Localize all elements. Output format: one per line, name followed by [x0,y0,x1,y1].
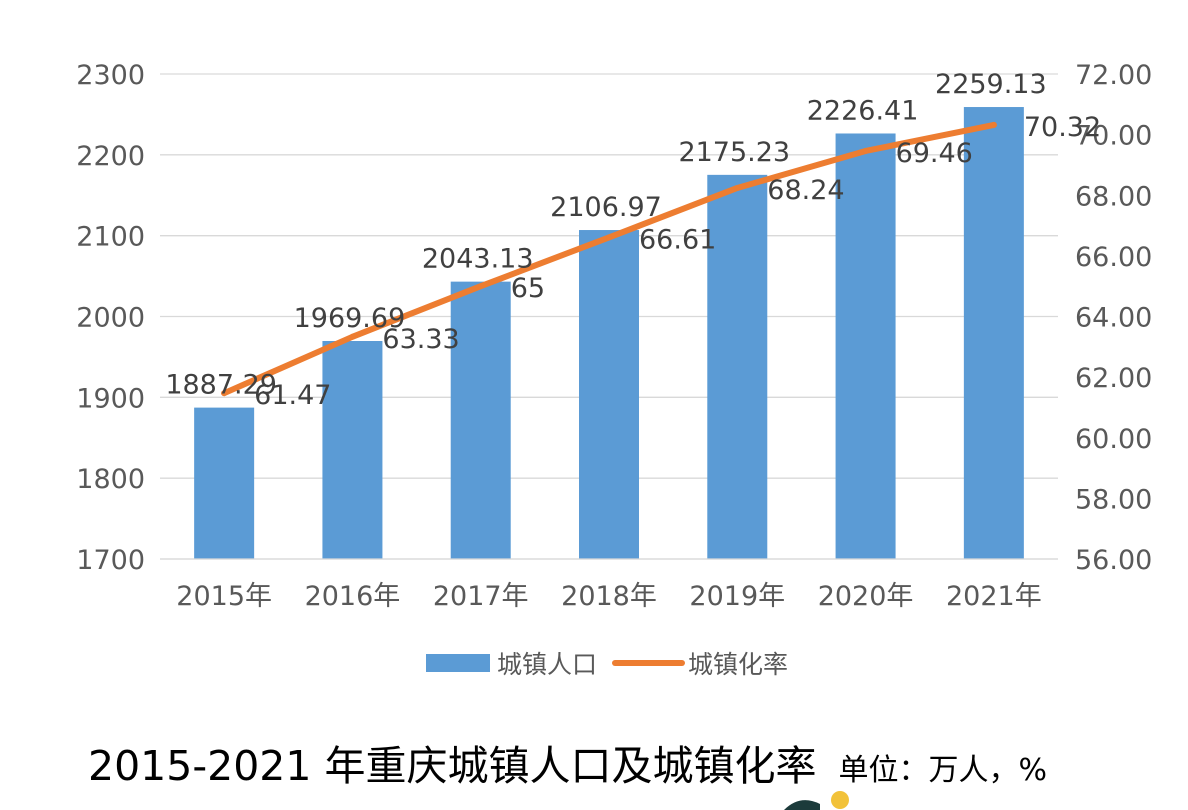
right-tick-label: 66.00 [1075,242,1152,273]
right-tick-label: 60.00 [1075,424,1152,455]
caption: 2015-2021 年重庆城镇人口及城镇化率 单位：万人，% [88,732,1047,792]
legend: 城镇人口 城镇化率 [426,650,788,679]
bar-data-label: 2259.13 [935,69,1047,100]
left-tick-label: 1900 [76,383,145,414]
left-axis: 1700 1800 1900 2000 2100 2200 2300 [76,60,145,576]
bar-data-label: 2175.23 [678,137,790,168]
vip-badge-icon [784,791,849,810]
line-point [862,147,869,154]
left-tick-label: 2100 [76,222,145,253]
line-data-label: 65 [511,273,545,304]
bar [963,107,1024,559]
left-tick-label: 1700 [76,545,145,576]
bar [707,174,768,559]
line-point [221,390,228,397]
x-tick-label: 2019年 [689,581,785,612]
x-tick-label: 2021年 [946,581,1042,612]
legend-bar-swatch [426,654,490,672]
bar [450,281,511,559]
line-data-label: 69.46 [896,138,973,169]
bar [835,133,896,560]
x-axis: 2015年 2016年 2017年 2018年 2019年 2020年 2021年 [160,558,1058,612]
bar-data-labels: 1887.29 1969.69 2043.13 2106.97 2175.23 2226.… [165,69,1046,401]
legend-bar-label: 城镇人口 [497,650,597,679]
line-point [990,121,997,128]
bar [194,407,255,559]
bar-series [194,107,1024,560]
line-data-label: 61.47 [254,380,331,411]
line-point [734,184,741,191]
chart-title: 2015-2021 年重庆城镇人口及城镇化率 [88,742,817,790]
bar [579,230,639,559]
line-data-label: 70.32 [1024,112,1101,143]
line-data-label: 63.33 [382,324,459,355]
x-tick-label: 2015年 [176,581,272,612]
bar-data-label: 2106.97 [550,192,662,223]
left-tick-label: 1800 [76,464,145,495]
x-tick-label: 2017年 [433,581,529,612]
bar-data-label: 1969.69 [294,303,406,334]
right-tick-label: 68.00 [1075,181,1152,212]
line-point [477,283,484,290]
right-axis: 56.00 58.00 60.00 62.00 64.00 66.00 68.00 70.00… [1075,60,1152,576]
left-tick-label: 2000 [76,303,145,334]
right-tick-label: 58.00 [1075,484,1152,515]
bar-data-label: 1887.29 [165,370,277,401]
right-tick-label: 56.00 [1075,545,1152,576]
line-point [606,234,612,241]
line-series [221,121,997,397]
x-tick-label: 2016年 [305,581,401,612]
x-tick-label: 2020年 [818,581,914,612]
right-tick-label: 62.00 [1075,363,1152,394]
right-tick-label: 64.00 [1075,303,1152,334]
unit-note: 单位：万人，% [838,753,1048,788]
left-tick-label: 2200 [76,141,145,172]
line-data-label: 68.24 [767,175,844,206]
bar-data-label: 2043.13 [422,244,534,275]
right-tick-label: 72.00 [1075,60,1152,91]
left-tick-label: 2300 [76,60,145,91]
bar [322,341,383,559]
line-data-labels: 61.47 63.33 65 66.61 68.24 69.46 70.32 [254,112,1101,411]
x-tick-label: 2018年 [561,581,657,612]
right-tick-label: 70.00 [1075,121,1152,152]
line-data-label: 66.61 [639,224,716,255]
legend-line-label: 城镇化率 [688,650,788,679]
line-point [349,333,356,340]
bar-data-label: 2226.41 [807,95,919,126]
